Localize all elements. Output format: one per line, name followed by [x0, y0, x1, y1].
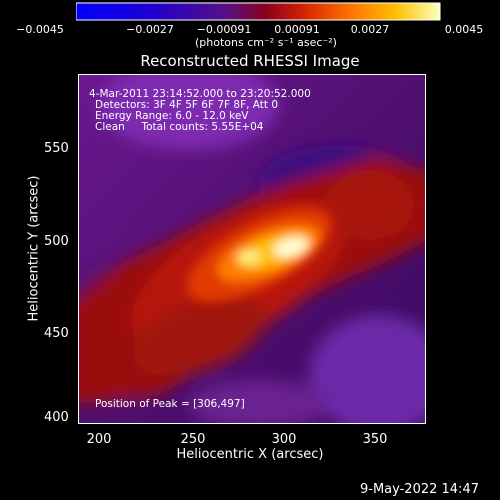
info-time: 4-Mar-2011 23:14:52.000 to 23:20:52.000 — [89, 88, 311, 100]
footer-date: 9-May-2022 14:47 — [360, 482, 479, 497]
x-tick: 250 — [180, 432, 206, 447]
x-axis-label: Heliocentric X (arcsec) — [176, 447, 324, 462]
peak-position: Position of Peak = [306,497] — [95, 398, 245, 410]
y-tick: 550 — [44, 141, 69, 156]
plot-title: Reconstructed RHESSI Image — [140, 52, 360, 70]
info-clean: Clean Total counts: 5.55E+04 — [95, 121, 264, 133]
x-tick: 350 — [362, 432, 388, 447]
y-tick: 450 — [44, 326, 69, 341]
colorbar-units: (photons cm⁻² s⁻¹ asec⁻²) — [195, 36, 337, 49]
colorbar-tick: −0.00091 — [196, 23, 252, 36]
info-energy: Energy Range: 6.0 - 12.0 keV — [95, 110, 249, 122]
colorbar — [76, 2, 441, 21]
rhessi-image-map — [79, 75, 425, 423]
colorbar-tick: 0.00091 — [274, 23, 320, 36]
colorbar-tick: 0.0027 — [350, 23, 390, 36]
info-detectors: Detectors: 3F 4F 5F 6F 7F 8F, Att 0 — [95, 99, 279, 111]
x-tick: 200 — [86, 432, 112, 447]
x-tick: 300 — [271, 432, 297, 447]
rhessi-image: 4-Mar-2011 23:14:52.000 to 23:20:52.000 … — [78, 74, 426, 424]
y-tick: 400 — [44, 410, 69, 425]
y-tick: 500 — [44, 234, 69, 249]
colorbar-tick: −0.0027 — [126, 23, 174, 36]
colorbar-tick: 0.0045 — [444, 23, 484, 36]
y-axis-label: Heliocentric Y (arcsec) — [26, 175, 42, 322]
colorbar-tick: −0.0045 — [16, 23, 64, 36]
